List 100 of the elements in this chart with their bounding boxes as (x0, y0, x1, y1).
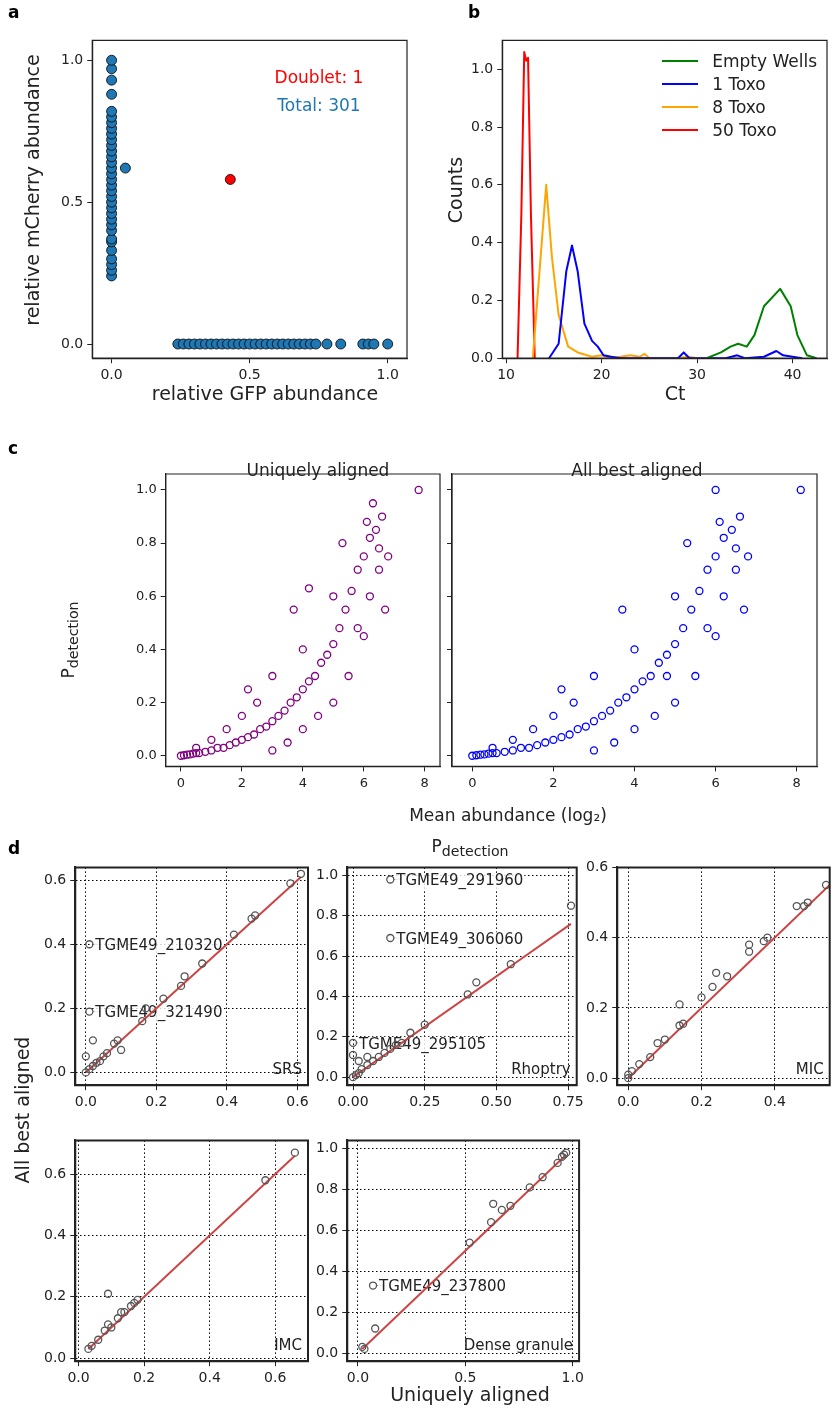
y-tick-label: 0.4 (471, 233, 494, 250)
point (646, 1052, 655, 1062)
y-tick-label: 0.6 (586, 858, 609, 875)
point (465, 1238, 474, 1247)
x-tick-label: 4 (630, 774, 639, 790)
point (348, 1038, 358, 1047)
point (371, 1324, 380, 1333)
x-tick-label: 0.4 (763, 1093, 786, 1110)
point (296, 869, 306, 878)
x-tick-label: 0.5 (238, 366, 261, 383)
x-tick-label: 20 (592, 366, 611, 383)
point (113, 1036, 122, 1045)
point (103, 1320, 113, 1329)
point (624, 1070, 633, 1079)
y-tick-label: 0.8 (471, 117, 494, 134)
annotation: Total: 301 (276, 94, 361, 115)
point (653, 1038, 662, 1048)
x-axis-title: Mean abundance (log₂) (409, 804, 607, 825)
point (635, 1059, 644, 1069)
point (120, 1307, 129, 1317)
chart-title: Uniquely aligned (246, 459, 390, 480)
point (759, 937, 768, 946)
point (107, 1323, 116, 1332)
text: c (8, 438, 19, 458)
y-tick-label: 0.0 (586, 1068, 609, 1085)
point (386, 875, 395, 884)
y-tick-label: 0.2 (471, 291, 494, 308)
y-tick-label: 0.0 (316, 1067, 339, 1084)
point (712, 968, 721, 977)
x-tick-label: 4 (298, 774, 307, 790)
x-tick-label: 0.4 (198, 1369, 221, 1386)
point (744, 940, 754, 949)
y-tick-label: 0.2 (316, 1027, 339, 1044)
x-axis-title: relative GFP abundance (151, 381, 379, 404)
point (229, 930, 239, 939)
point (627, 1067, 637, 1076)
point (247, 914, 256, 923)
point (348, 1050, 358, 1060)
x-tick-label: 0.25 (409, 1093, 441, 1110)
annotation: IMC (274, 1335, 302, 1354)
y-tick-label: 0.5 (61, 192, 84, 209)
y-tick-label: 0.2 (135, 693, 157, 709)
x-tick-label: 0.0 (617, 1093, 640, 1110)
point (286, 879, 295, 888)
point (357, 1064, 366, 1074)
y-tick-label: 0.2 (316, 1302, 339, 1319)
point (525, 1183, 534, 1192)
point (553, 1158, 562, 1168)
point (81, 1068, 90, 1077)
x-tick-label: 6 (359, 774, 368, 790)
y-tick-label: 0.8 (135, 534, 157, 550)
point (180, 972, 189, 981)
x-tick-label: 10 (497, 366, 515, 383)
point (92, 1058, 101, 1067)
point (159, 994, 168, 1003)
text: b (468, 2, 481, 22)
annotation: TGME49_210320 (94, 936, 223, 956)
x-tick-label: 6 (711, 774, 720, 790)
x-tick-label: 0.2 (690, 1093, 713, 1110)
x-tick-label: 0.0 (74, 1093, 97, 1110)
x-tick-label: 0.6 (264, 1369, 287, 1386)
text: a (8, 2, 20, 22)
y-axis-title: Counts (443, 156, 466, 224)
point (489, 1199, 498, 1208)
legend-label: 1 Toxo (712, 74, 766, 95)
x-tick-label: 0 (176, 774, 186, 790)
x-tick-label: 1.0 (376, 366, 399, 383)
x-tick-label: 8 (792, 774, 801, 790)
y-tick-label: 1.0 (471, 59, 494, 76)
y-tick-label: 1.0 (316, 1139, 339, 1156)
y-tick-label: 1.0 (61, 50, 84, 67)
y-tick-label: 0.4 (135, 640, 157, 656)
point (497, 1205, 506, 1215)
point (116, 1045, 126, 1055)
y-axis-title: All best aligned (10, 1036, 33, 1184)
y-tick-label: 0.8 (316, 906, 339, 923)
annotation: TGME49_306060 (395, 929, 524, 949)
point (250, 911, 260, 920)
point (723, 972, 732, 981)
point (675, 1000, 684, 1009)
point (84, 1344, 93, 1354)
point (660, 1035, 670, 1044)
point (88, 1061, 98, 1071)
point (103, 1289, 113, 1298)
point (85, 940, 94, 949)
y-tick-label: 0.8 (316, 1180, 339, 1197)
y-tick-label: 0.6 (316, 1221, 339, 1237)
y-tick-label: 0.0 (316, 1343, 339, 1360)
chart-title: All best aligned (571, 459, 703, 480)
point (117, 1307, 126, 1317)
point (85, 1065, 94, 1074)
point (363, 1060, 372, 1070)
legend-label: 50 Toxo (712, 120, 777, 141)
point (406, 1028, 415, 1037)
point (130, 1298, 139, 1308)
point (363, 1052, 372, 1062)
point (386, 933, 395, 943)
y-tick-label: 0.0 (61, 334, 84, 351)
x-tick-label: 0.6 (286, 1093, 309, 1110)
x-tick-label: 0.00 (337, 1093, 369, 1110)
